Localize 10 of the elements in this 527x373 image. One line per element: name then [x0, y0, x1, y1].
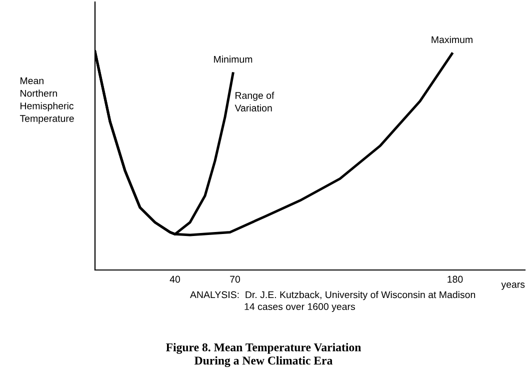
x-axis-title: years — [501, 282, 525, 290]
y-axis-title: Mean Northern Hemispheric Temperature — [20, 77, 74, 124]
text: ANALYSIS: Dr. J.E. Kutzback, University of Wisconsin at Madison 14 cases over 1600 years — [190, 291, 476, 312]
annotation: Range of Variation — [234, 92, 274, 112]
series-label: Minimum — [214, 56, 252, 63]
series-label: Maximum — [432, 36, 472, 44]
x-tick-label: 40 — [170, 276, 180, 283]
text: Figure 8. Mean Temperature Variation During a New Climatic Era — [166, 343, 362, 368]
x-tick-label: 180 — [448, 276, 463, 283]
x-tick-label: 70 — [230, 276, 240, 283]
